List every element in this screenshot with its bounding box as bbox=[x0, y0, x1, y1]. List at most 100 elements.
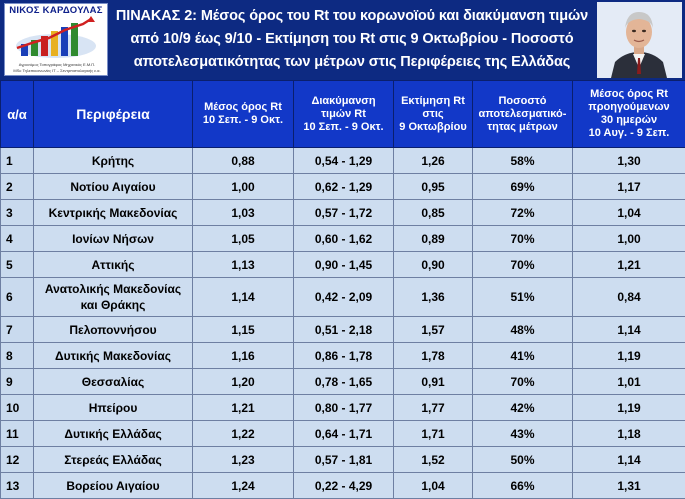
region-name: Πελοποννήσου bbox=[34, 323, 192, 337]
col-header-effectiveness-line2: αποτελεσματικό- bbox=[473, 108, 572, 121]
cell-aa: 7 bbox=[1, 317, 34, 343]
cell-aa: 12 bbox=[1, 447, 34, 473]
col-header-effectiveness: Ποσοστό αποτελεσματικό- τητας μέτρων bbox=[473, 81, 573, 148]
col-header-previous-line3: 30 ημερών bbox=[573, 114, 685, 127]
cell-prev: 1,19 bbox=[573, 395, 685, 421]
cell-mean: 1,15 bbox=[193, 317, 294, 343]
cell-pct: 42% bbox=[473, 395, 573, 421]
cell-region: Ηπείρου bbox=[34, 395, 193, 421]
cell-prev: 1,17 bbox=[573, 174, 685, 200]
cell-range: 0,42 - 2,09 bbox=[294, 278, 394, 317]
col-header-mean-line2: 10 Σεπ. - 9 Οκτ. bbox=[193, 114, 293, 127]
cell-mean: 1,16 bbox=[193, 343, 294, 369]
title-line-1: ΠΙΝΑΚΑΣ 2: Μέσος όρος του Rt του κορωνοϊ… bbox=[110, 5, 594, 28]
cell-pct: 70% bbox=[473, 252, 573, 278]
cell-prev: 1,04 bbox=[573, 200, 685, 226]
cell-mean: 1,23 bbox=[193, 447, 294, 473]
cell-mean: 1,00 bbox=[193, 174, 294, 200]
cell-aa: 5 bbox=[1, 252, 34, 278]
cell-pct: 69% bbox=[473, 174, 573, 200]
cell-pct: 70% bbox=[473, 369, 573, 395]
cell-region: Βορείου Αιγαίου bbox=[34, 473, 193, 499]
cell-mean: 1,14 bbox=[193, 278, 294, 317]
cell-est: 1,04 bbox=[394, 473, 473, 499]
cell-range: 0,90 - 1,45 bbox=[294, 252, 394, 278]
cell-pct: 48% bbox=[473, 317, 573, 343]
cell-range: 0,64 - 1,71 bbox=[294, 421, 394, 447]
author-photo bbox=[597, 2, 682, 78]
cell-mean: 1,21 bbox=[193, 395, 294, 421]
cell-est: 0,95 bbox=[394, 174, 473, 200]
cell-range: 0,51 - 2,18 bbox=[294, 317, 394, 343]
cell-est: 1,57 bbox=[394, 317, 473, 343]
col-header-effectiveness-line3: τητας μέτρων bbox=[473, 121, 572, 134]
region-name: Ανατολικής Μακεδονίας bbox=[34, 281, 192, 297]
cell-aa: 6 bbox=[1, 278, 34, 317]
cell-prev: 1,18 bbox=[573, 421, 685, 447]
cell-est: 0,91 bbox=[394, 369, 473, 395]
cell-prev: 1,14 bbox=[573, 317, 685, 343]
cell-aa: 11 bbox=[1, 421, 34, 447]
col-header-estimate-line1: Εκτίμηση Rt bbox=[394, 95, 472, 108]
cell-mean: 1,22 bbox=[193, 421, 294, 447]
col-header-range: Διακύμανση τιμών Rt 10 Σεπ. - 9 Οκτ. bbox=[294, 81, 394, 148]
cell-est: 0,89 bbox=[394, 226, 473, 252]
col-header-mean: Μέσος όρος Rt 10 Σεπ. - 9 Οκτ. bbox=[193, 81, 294, 148]
cell-region: Στερεάς Ελλάδας bbox=[34, 447, 193, 473]
region-name-line2: και Θράκης bbox=[34, 297, 192, 313]
cell-est: 1,78 bbox=[394, 343, 473, 369]
region-name: Αττικής bbox=[34, 258, 192, 272]
bar-chart-logo-icon bbox=[11, 16, 101, 60]
title-line-2: από 10/9 έως 9/10 - Εκτίμηση του Rt στις… bbox=[110, 28, 594, 51]
cell-aa: 2 bbox=[1, 174, 34, 200]
region-name: Νοτίου Αιγαίου bbox=[34, 180, 192, 194]
cell-mean: 0,88 bbox=[193, 148, 294, 174]
cell-mean: 1,20 bbox=[193, 369, 294, 395]
title-line-3: αποτελεσματικότητας των μέτρων στις Περι… bbox=[110, 51, 594, 74]
region-name: Ιονίων Νήσων bbox=[34, 232, 192, 246]
cell-range: 0,57 - 1,72 bbox=[294, 200, 394, 226]
cell-pct: 51% bbox=[473, 278, 573, 317]
cell-pct: 66% bbox=[473, 473, 573, 499]
cell-pct: 41% bbox=[473, 343, 573, 369]
cell-range: 0,22 - 4,29 bbox=[294, 473, 394, 499]
cell-range: 0,78 - 1,65 bbox=[294, 369, 394, 395]
cell-est: 1,71 bbox=[394, 421, 473, 447]
region-name: Βορείου Αιγαίου bbox=[34, 479, 192, 493]
logo-subtitle-2: MSc Τηλεπικοινωνίες ΙΤ – Σεντρπιστολογικ… bbox=[6, 68, 108, 73]
cell-est: 1,36 bbox=[394, 278, 473, 317]
author-logo: ΝΙΚΟΣ ΚΑΡΔΟΥΛΑΣ Αγρονόμος Τοπογράφος Μηχ… bbox=[4, 3, 108, 76]
cell-aa: 9 bbox=[1, 369, 34, 395]
cell-aa: 10 bbox=[1, 395, 34, 421]
cell-pct: 72% bbox=[473, 200, 573, 226]
region-name: Ηπείρου bbox=[34, 401, 192, 415]
col-header-effectiveness-line1: Ποσοστό bbox=[473, 95, 572, 108]
cell-est: 1,26 bbox=[394, 148, 473, 174]
cell-est: 0,85 bbox=[394, 200, 473, 226]
cell-aa: 13 bbox=[1, 473, 34, 499]
cell-pct: 58% bbox=[473, 148, 573, 174]
header-banner: ΝΙΚΟΣ ΚΑΡΔΟΥΛΑΣ Αγρονόμος Τοπογράφος Μηχ… bbox=[0, 0, 685, 80]
col-header-previous-line4: 10 Αυγ. - 9 Σεπ. bbox=[573, 127, 685, 140]
cell-aa: 8 bbox=[1, 343, 34, 369]
col-header-region: Περιφέρεια bbox=[34, 81, 193, 148]
col-header-range-line2: τιμών Rt bbox=[294, 108, 393, 121]
cell-est: 0,90 bbox=[394, 252, 473, 278]
region-name: Δυτικής Ελλάδας bbox=[34, 427, 192, 441]
cell-est: 1,77 bbox=[394, 395, 473, 421]
cell-prev: 1,21 bbox=[573, 252, 685, 278]
cell-region: Δυτικής Μακεδονίας bbox=[34, 343, 193, 369]
portrait-image bbox=[597, 2, 682, 78]
col-header-mean-line1: Μέσος όρος Rt bbox=[193, 101, 293, 114]
col-header-estimate-line3: 9 Οκτωβρίου bbox=[394, 121, 472, 134]
